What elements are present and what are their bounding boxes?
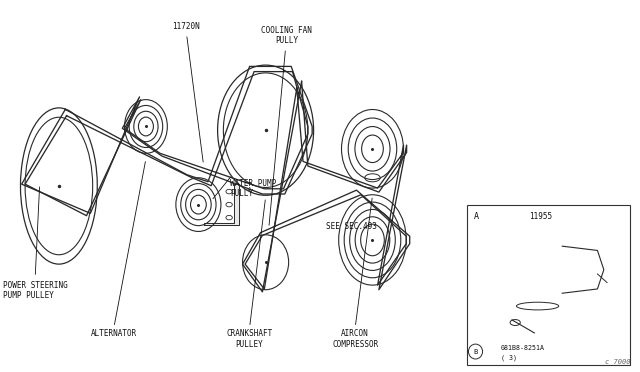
Text: POWER STEERING
PUMP PULLEY: POWER STEERING PUMP PULLEY [3, 281, 68, 300]
Ellipse shape [226, 215, 232, 220]
FancyBboxPatch shape [467, 205, 630, 365]
Polygon shape [204, 184, 239, 225]
Text: ( 3): ( 3) [501, 355, 517, 362]
Text: 11720N: 11720N [172, 22, 203, 162]
Text: SEE SEC.493: SEE SEC.493 [326, 222, 377, 231]
Text: 081B8-8251A: 081B8-8251A [501, 345, 545, 351]
Ellipse shape [226, 189, 232, 194]
Text: c 7000: c 7000 [605, 359, 630, 365]
Ellipse shape [226, 202, 232, 207]
Text: B: B [474, 349, 477, 355]
Text: WATER PUMP
PULLY: WATER PUMP PULLY [230, 179, 276, 198]
Text: 11955: 11955 [529, 212, 552, 221]
Text: AIRCON
COMPRESSOR: AIRCON COMPRESSOR [332, 329, 378, 349]
Text: COOLING FAN
PULLY: COOLING FAN PULLY [261, 26, 312, 225]
Text: A: A [474, 212, 479, 221]
Text: CRANKSHAFT
PULLEY: CRANKSHAFT PULLEY [227, 329, 273, 349]
Text: -A: -A [245, 187, 253, 192]
Text: ALTERNATOR: ALTERNATOR [91, 329, 137, 338]
